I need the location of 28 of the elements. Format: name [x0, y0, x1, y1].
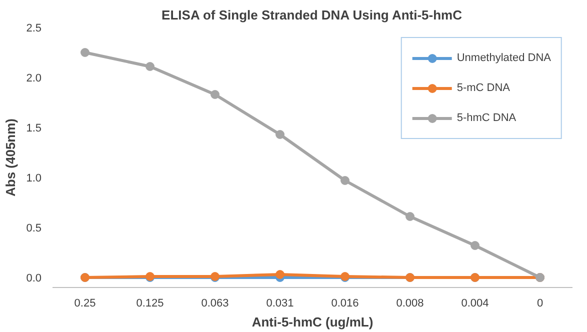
x-tick-label: 0.25: [74, 298, 96, 310]
point: [276, 270, 284, 279]
point: [210, 90, 220, 99]
legend-label: 5-mC DNA: [456, 82, 510, 94]
point: [406, 212, 414, 221]
x-tick-label: 0.004: [461, 298, 489, 310]
legend-label: 5-hmC DNA: [456, 112, 516, 124]
y-tick-label: 1.0: [26, 172, 42, 184]
y-tick-label: 1.5: [26, 122, 42, 134]
point: [470, 241, 480, 250]
legend-label: Unmethylated DNA: [456, 52, 551, 64]
point: [146, 62, 154, 71]
y-tick-label: 0.5: [26, 222, 42, 234]
x-tick-label: 0.063: [201, 298, 229, 310]
x-tick-label: 0: [536, 298, 544, 310]
y-tick-label: 2.0: [26, 72, 42, 84]
point: [340, 176, 350, 185]
x-tick-label: 0.008: [396, 298, 424, 310]
x-tick-label: 0.031: [266, 298, 294, 310]
point: [80, 48, 90, 57]
x-axis-title: Anti-5-hmC (ug/mL): [252, 314, 374, 330]
x-tick-label: 0.125: [136, 298, 164, 310]
y-tick-label: 2.5: [26, 22, 42, 34]
chart-title: ELISA of Single Stranded DNA Using Anti-5-hmC: [162, 8, 463, 22]
y-tick-label: 0.0: [26, 272, 42, 284]
y-axis-title: Abs (405nm): [3, 118, 18, 197]
x-tick-label: 0.016: [331, 298, 359, 310]
point: [276, 130, 284, 139]
